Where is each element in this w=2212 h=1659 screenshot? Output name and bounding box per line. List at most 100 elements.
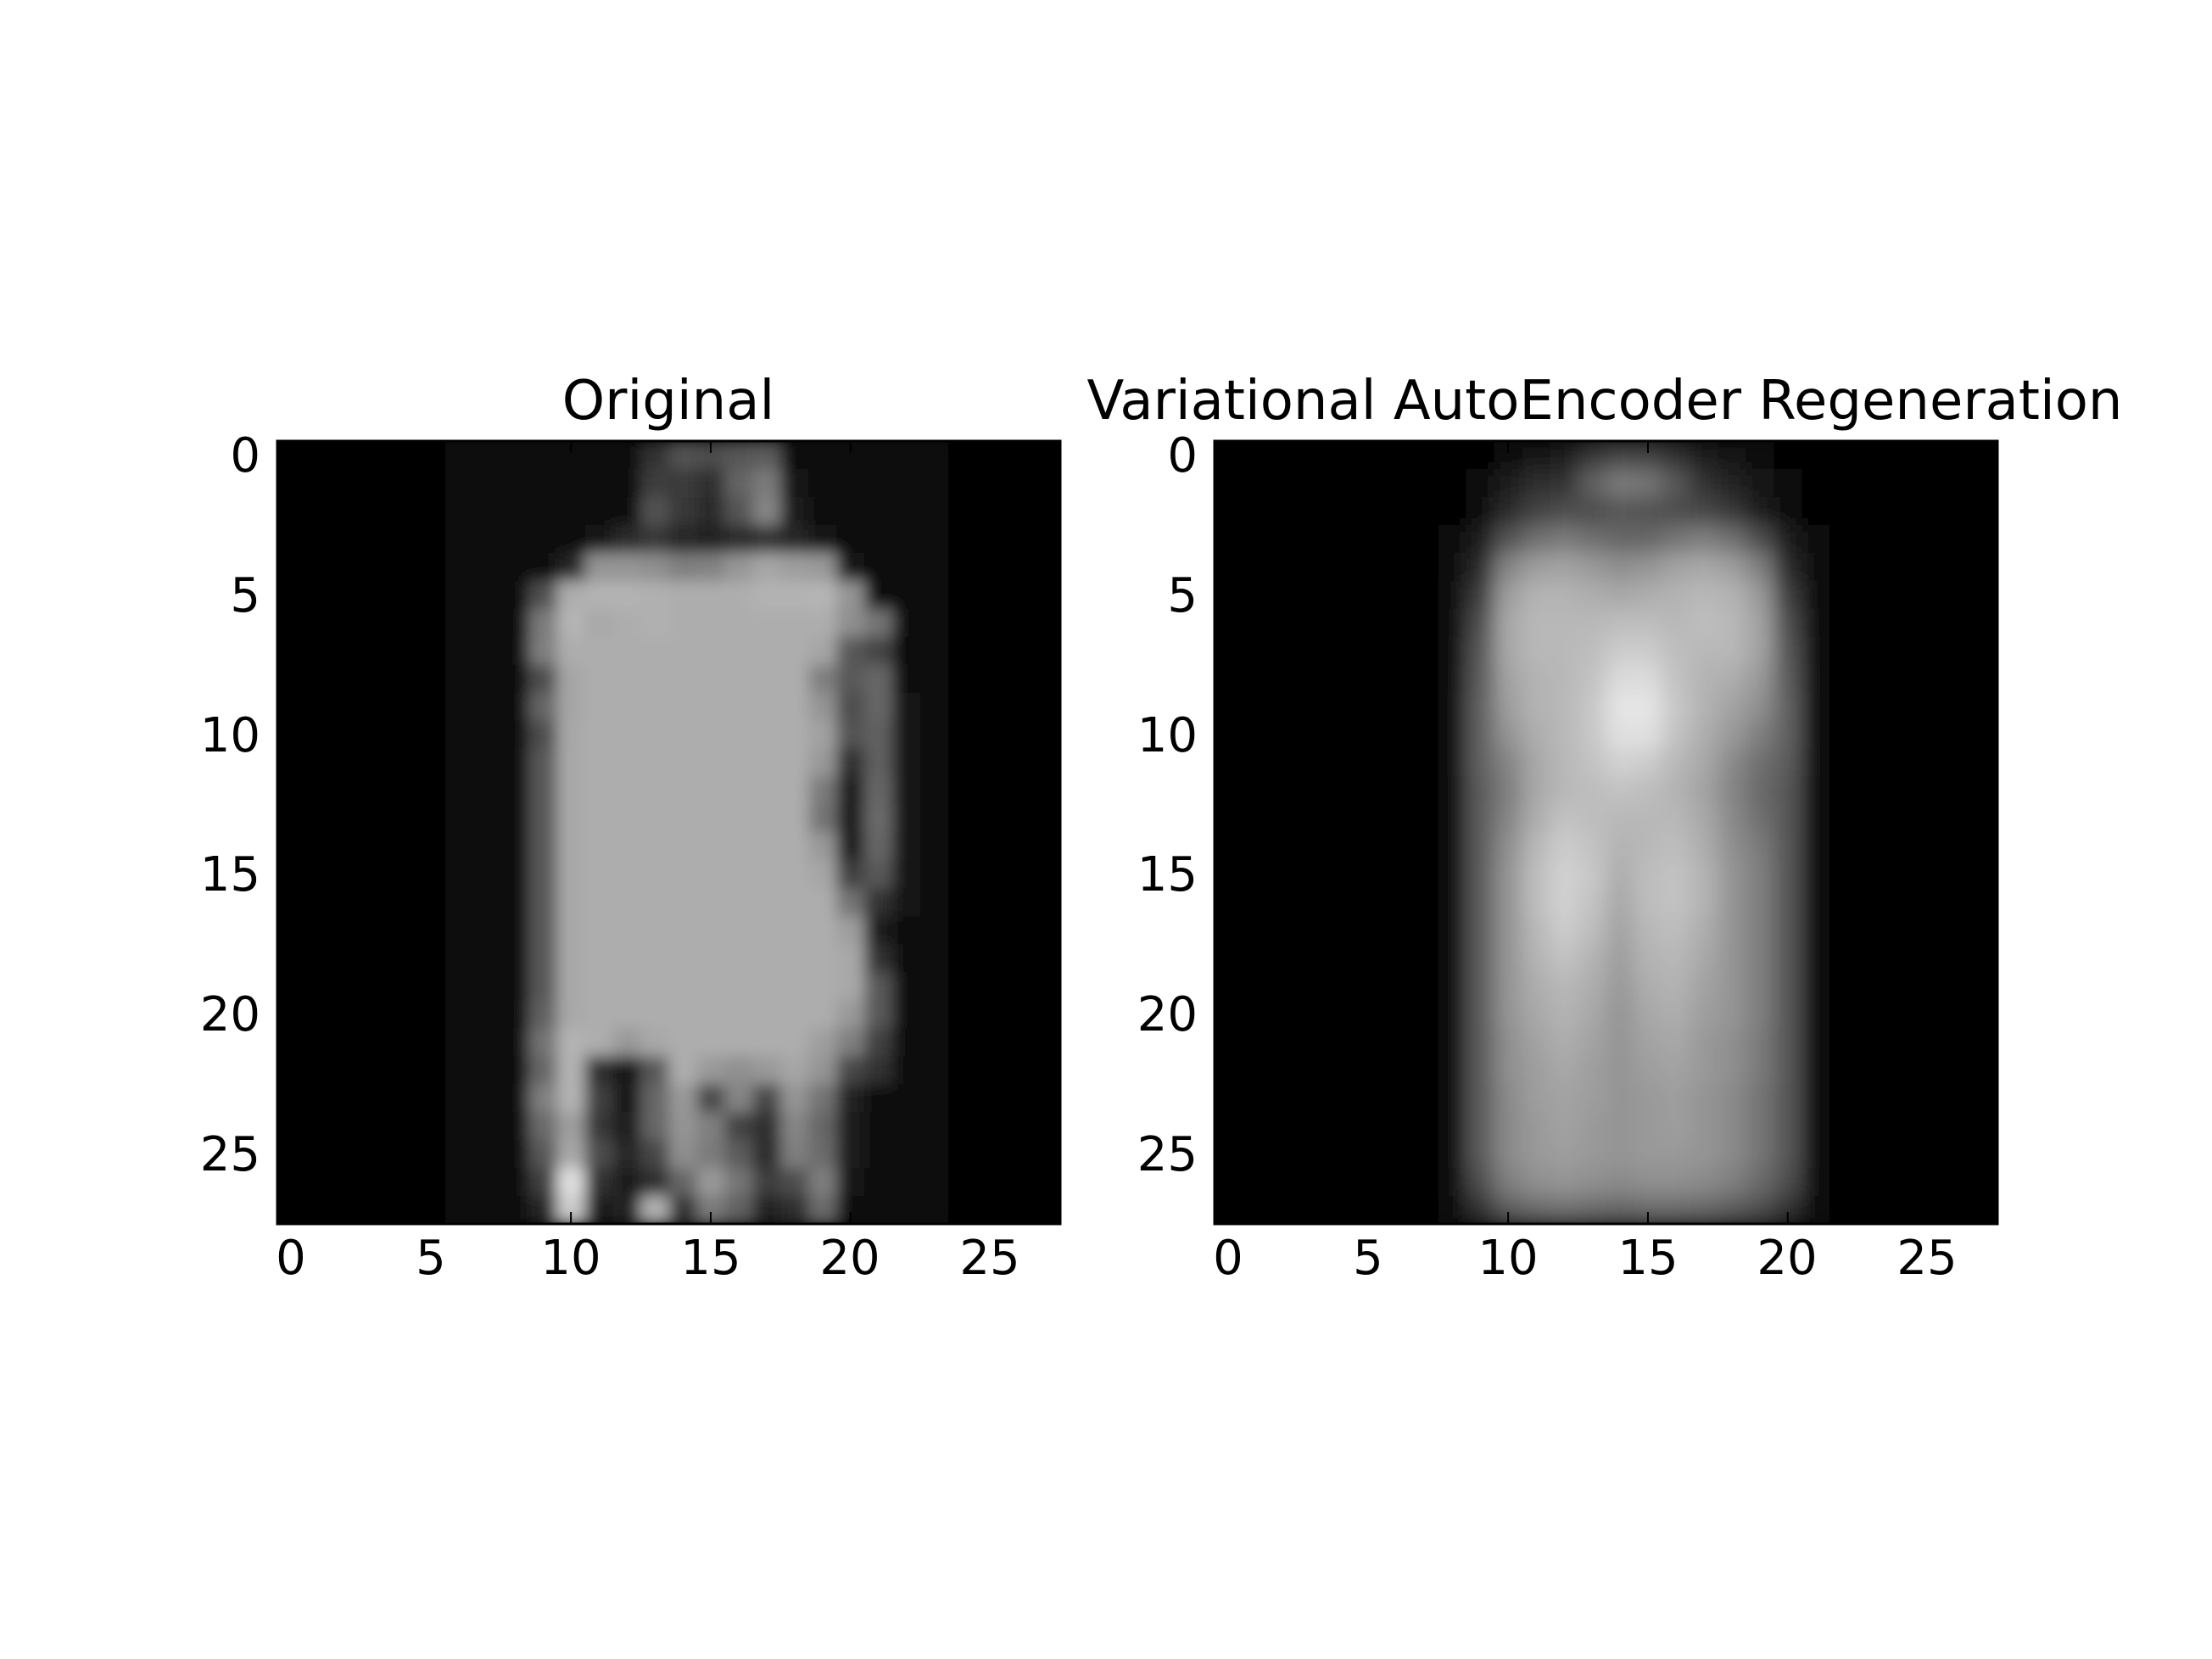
- image-pixel: [780, 776, 809, 806]
- image-pixel: [1969, 1028, 1997, 1057]
- image-pixel: [1885, 1028, 1914, 1057]
- image-pixel: [1662, 1168, 1690, 1197]
- image-pixel: [277, 1056, 306, 1085]
- image-pixel: [1913, 832, 1942, 862]
- image-pixel: [1032, 804, 1060, 834]
- image-pixel: [920, 1168, 949, 1197]
- image-pixel: [1550, 720, 1579, 750]
- image-pixel: [500, 776, 530, 806]
- image-pixel: [1718, 916, 1746, 945]
- image-pixel: [556, 1140, 586, 1169]
- image-pixel: [1913, 1084, 1942, 1113]
- image-pixel: [948, 1084, 977, 1113]
- image-pixel: [752, 524, 781, 554]
- image-pixel: [1215, 832, 1243, 862]
- image-pixel: [416, 552, 446, 582]
- image-pixel: [696, 860, 726, 890]
- image-pixel: [1606, 1028, 1635, 1057]
- image-pixel: [1242, 860, 1271, 890]
- image-pixel: [976, 636, 1005, 666]
- image-pixel: [892, 524, 921, 554]
- image-pixel: [1829, 580, 1858, 610]
- image-pixel: [1690, 552, 1718, 582]
- image-pixel: [836, 636, 865, 666]
- image-pixel: [696, 944, 726, 973]
- image-pixel: [1382, 1168, 1411, 1197]
- image-pixel: [808, 692, 837, 722]
- image-pixel: [1746, 441, 1774, 470]
- image-pixel: [724, 636, 753, 666]
- image-pixel: [640, 1056, 670, 1085]
- image-pixel: [556, 608, 586, 638]
- image-pixel: [1662, 888, 1690, 917]
- image-pixel: [1718, 468, 1746, 498]
- image-pixel: [444, 580, 474, 610]
- image-pixel: [1829, 832, 1858, 862]
- image-pixel: [780, 636, 809, 666]
- image-pixel: [1913, 944, 1942, 973]
- image-pixel: [1969, 916, 1997, 945]
- image-pixel: [332, 441, 362, 470]
- image-pixel: [1242, 1084, 1271, 1113]
- image-pixel: [1774, 580, 1802, 610]
- image-pixel: [1004, 748, 1033, 778]
- image-pixel: [1032, 1168, 1060, 1197]
- image-pixel: [360, 1000, 390, 1029]
- image-pixel: [1242, 804, 1271, 834]
- image-pixel: [1466, 441, 1495, 470]
- image-pixel: [1578, 1112, 1607, 1141]
- image-pixel: [1438, 720, 1467, 750]
- image-pixel: [948, 580, 977, 610]
- y-tick-label: 25: [1137, 1127, 1198, 1182]
- image-pixel: [1885, 580, 1914, 610]
- image-pixel: [1410, 1056, 1439, 1085]
- image-pixel: [808, 524, 837, 554]
- image-pixel: [1746, 636, 1774, 666]
- image-pixel: [1634, 1168, 1663, 1197]
- image-pixel: [724, 776, 753, 806]
- image-pixel: [612, 972, 642, 1001]
- image-pixel: [1578, 580, 1607, 610]
- image-pixel: [1634, 832, 1663, 862]
- image-pixel: [836, 972, 865, 1001]
- image-pixel: [1941, 1084, 1970, 1113]
- image-pixel: [1466, 1084, 1495, 1113]
- image-pixel: [696, 832, 726, 862]
- image-pixel: [1801, 776, 1830, 806]
- image-pixel: [1550, 692, 1579, 722]
- image-pixel: [1885, 776, 1914, 806]
- image-pixel: [668, 832, 698, 862]
- image-pixel: [1382, 664, 1411, 694]
- image-pixel: [1004, 832, 1033, 862]
- image-pixel: [780, 832, 809, 862]
- image-pixel: [808, 1000, 837, 1029]
- image-pixel: [416, 832, 446, 862]
- image-pixel: [1550, 1000, 1579, 1029]
- image-pixel: [500, 944, 530, 973]
- image-pixel: [1578, 1084, 1607, 1113]
- image-pixel: [1032, 496, 1060, 526]
- image-pixel: [808, 1140, 837, 1169]
- image-pixel: [1885, 1196, 1914, 1224]
- image-pixel: [1969, 608, 1997, 638]
- image-pixel: [948, 664, 977, 694]
- image-pixel: [1662, 832, 1690, 862]
- image-pixel: [1382, 776, 1411, 806]
- image-pixel: [976, 832, 1005, 862]
- image-pixel: [892, 776, 921, 806]
- image-pixel: [1410, 748, 1439, 778]
- image-pixel: [1494, 608, 1523, 638]
- image-pixel: [1242, 580, 1271, 610]
- image-pixel: [1354, 804, 1383, 834]
- image-pixel: [892, 804, 921, 834]
- image-pixel: [1913, 804, 1942, 834]
- image-pixel: [1438, 580, 1467, 610]
- image-pixel: [1690, 748, 1718, 778]
- image-pixel: [1270, 944, 1299, 973]
- image-pixel: [556, 1168, 586, 1197]
- image-pixel: [1242, 972, 1271, 1001]
- image-pixel: [696, 804, 726, 834]
- image-pixel: [444, 804, 474, 834]
- y-tick-labels: 0 5 10 15 20 25: [1137, 428, 1198, 1182]
- image-pixel: [1550, 944, 1579, 973]
